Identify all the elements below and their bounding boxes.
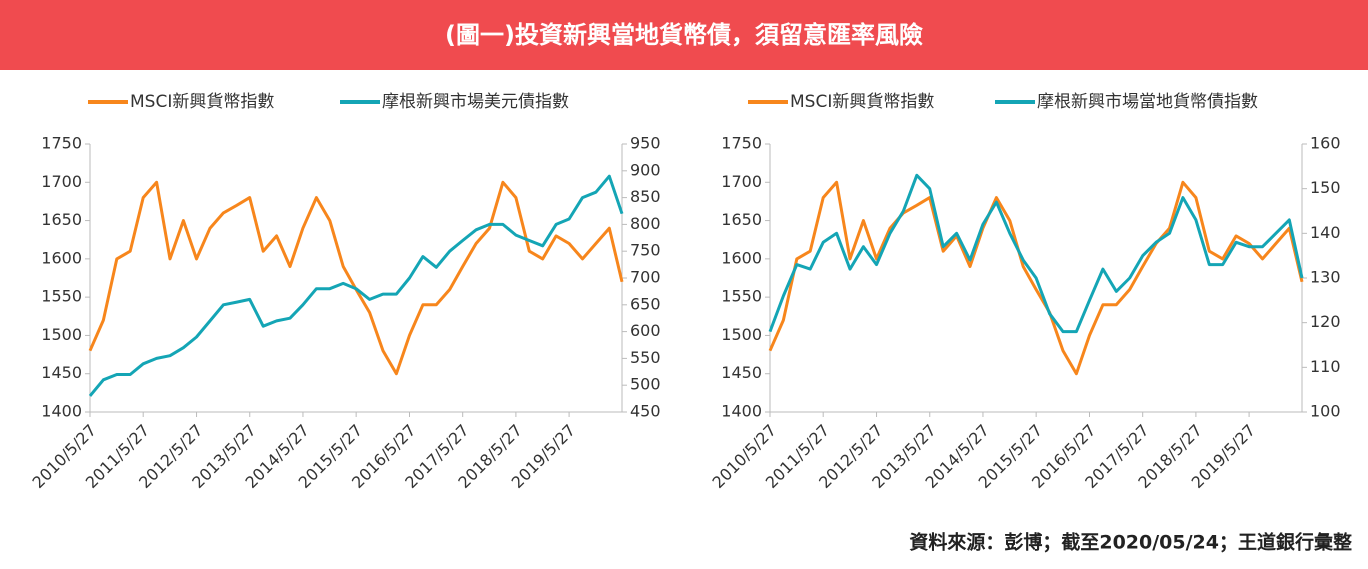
y2-tick-label: 150 [1310, 178, 1341, 197]
source-note: 資料來源：彭博；截至2020/05/24；王道銀行彙整 [909, 531, 1352, 554]
y-tick-label: 1500 [721, 325, 762, 344]
legend-label: MSCI新興貨幣指數 [130, 92, 274, 112]
y-tick-label: 1600 [721, 248, 762, 267]
y2-tick-label: 850 [630, 187, 661, 206]
y2-tick-label: 110 [1310, 357, 1341, 376]
y2-tick-label: 450 [630, 402, 661, 421]
legend-label: 摩根新興市場當地貨幣債指數 [1037, 92, 1258, 112]
y-tick-label: 1650 [721, 210, 762, 229]
y2-tick-label: 950 [630, 134, 661, 153]
header-title: (圖一)投資新興當地貨幣債，須留意匯率風險 [445, 21, 923, 49]
y2-tick-label: 800 [630, 214, 661, 233]
y-tick-label: 1650 [41, 210, 82, 229]
series-line [88, 180, 624, 376]
y-tick-label: 1750 [721, 134, 762, 153]
y2-tick-label: 100 [1310, 402, 1341, 421]
y-tick-label: 1400 [721, 402, 762, 421]
y-tick-label: 1550 [721, 287, 762, 306]
y-tick-label: 1700 [41, 172, 82, 191]
y2-tick-label: 500 [630, 375, 661, 394]
y-tick-label: 1400 [41, 402, 82, 421]
y-tick-label: 1600 [41, 248, 82, 267]
y2-tick-label: 130 [1310, 268, 1341, 287]
y-tick-label: 1500 [41, 325, 82, 344]
y2-tick-label: 160 [1310, 134, 1341, 153]
y2-tick-label: 700 [630, 268, 661, 287]
legend-label: 摩根新興市場美元債指數 [382, 92, 569, 112]
y2-tick-label: 140 [1310, 223, 1341, 242]
y2-tick-label: 600 [630, 321, 661, 340]
y-tick-label: 1550 [41, 287, 82, 306]
y2-tick-label: 650 [630, 294, 661, 313]
y2-tick-label: 900 [630, 160, 661, 179]
y2-tick-label: 550 [630, 348, 661, 367]
legend-label: MSCI新興貨幣指數 [790, 92, 934, 112]
y-tick-label: 1450 [721, 363, 762, 382]
y-tick-label: 1700 [721, 172, 762, 191]
y-tick-label: 1450 [41, 363, 82, 382]
series-line [768, 173, 1304, 334]
y2-tick-label: 120 [1310, 312, 1341, 331]
header-band [0, 0, 1368, 70]
y-tick-label: 1750 [41, 134, 82, 153]
y2-tick-label: 750 [630, 241, 661, 260]
series-line [88, 174, 624, 397]
series-line [768, 180, 1304, 376]
